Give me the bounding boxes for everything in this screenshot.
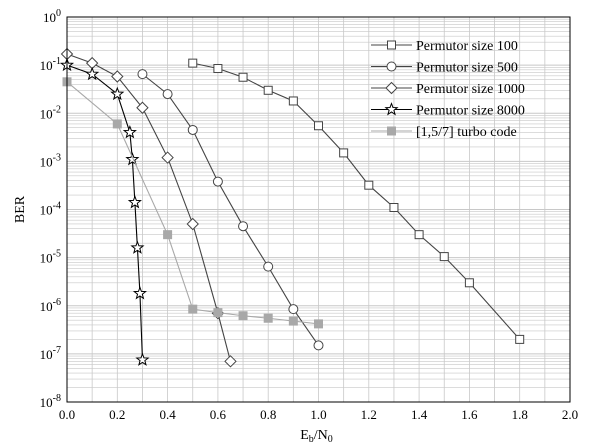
legend-label: Permutor size 100: [416, 39, 518, 54]
series-line: [66, 64, 143, 360]
series-3: [60, 47, 237, 368]
marker-circle: [386, 61, 397, 72]
marker-square: [288, 96, 298, 106]
marker-square: [263, 85, 273, 95]
legend: Permutor size 100 Permutor size 500 Permut…: [371, 39, 525, 140]
marker-diamond: [136, 101, 149, 114]
marker-filled-square: [112, 119, 122, 129]
marker-filled-square: [238, 311, 248, 321]
marker-square: [464, 278, 474, 288]
marker-diamond: [111, 70, 124, 83]
x-tick-label: 0.0: [59, 407, 75, 422]
tick-labels: 0.0 0.2 0.4 0.6 0.8 1.0 1.2 1.4 1.6 1.8 2.0 100 10-1…: [40, 8, 578, 422]
y-tick-label: 10-8: [40, 393, 61, 410]
x-tick-label: 1.6: [461, 407, 478, 422]
marker-circle: [313, 340, 324, 351]
marker-square: [314, 121, 323, 131]
marker-filled-square: [213, 308, 223, 318]
y-tick-label: 10-2: [40, 104, 61, 121]
y-tick-label: 10-7: [40, 345, 61, 362]
marker-square: [339, 148, 349, 158]
x-tick-label: 0.6: [210, 407, 227, 422]
marker-filled-square: [314, 319, 323, 329]
y-tick-label: 10-5: [40, 249, 61, 266]
marker-square: [389, 203, 399, 213]
x-axis-title: Eb/N0: [300, 428, 333, 445]
y-tick-label: 100: [43, 8, 61, 25]
x-tick-label: 1.0: [310, 407, 326, 422]
legend-label: [1,5/7] turbo code: [416, 125, 517, 140]
series-5: [62, 77, 323, 329]
marker-filled-square: [263, 313, 273, 323]
marker-star: [122, 124, 137, 139]
marker-square: [188, 58, 198, 68]
y-tick-label: 10-4: [40, 201, 61, 218]
y-axis-title: BER: [13, 195, 28, 223]
x-tick-label: 1.4: [411, 407, 428, 422]
marker-diamond: [186, 217, 199, 231]
marker-diamond: [385, 81, 398, 95]
legend-entry-1: Permutor size 100: [371, 39, 518, 54]
legend-entry-5: [1,5/7] turbo code: [371, 125, 517, 140]
marker-filled-square: [288, 316, 298, 326]
y-tick-label: 10-3: [40, 152, 61, 169]
series-layer: [59, 47, 525, 368]
series-line: [142, 73, 319, 346]
marker-circle: [187, 124, 198, 135]
marker-filled-square: [387, 126, 396, 136]
marker-square: [387, 40, 396, 50]
marker-circle: [288, 304, 299, 315]
legend-label: Permutor size 1000: [416, 82, 525, 97]
marker-square: [439, 252, 449, 262]
marker-filled-square: [188, 304, 198, 314]
marker-circle: [238, 221, 249, 232]
marker-star: [127, 195, 142, 209]
marker-diamond: [224, 355, 237, 368]
y-tick-label: 10-1: [40, 56, 61, 73]
marker-diamond: [161, 151, 174, 164]
series-4: [59, 57, 150, 366]
series-2: [137, 69, 324, 351]
y-tick-label: 10-6: [40, 297, 61, 314]
marker-star: [85, 66, 100, 81]
marker-filled-square: [163, 230, 173, 240]
marker-star: [130, 240, 145, 254]
x-tick-label: 2.0: [562, 407, 578, 422]
legend-label: Permutor size 500: [416, 61, 518, 76]
marker-star: [384, 102, 399, 116]
marker-circle: [212, 176, 223, 187]
marker-square: [364, 180, 374, 190]
marker-square: [238, 72, 248, 82]
legend-entry-4: Permutor size 8000: [371, 102, 525, 119]
marker-circle: [137, 69, 148, 80]
marker-star: [110, 86, 125, 101]
legend-entry-2: Permutor size 500: [371, 61, 518, 76]
marker-circle: [263, 261, 274, 272]
x-tick-label: 0.2: [109, 407, 125, 422]
plot-frame: [66, 16, 571, 403]
marker-star: [125, 151, 140, 166]
series-line: [66, 53, 232, 362]
legend-label: Permutor size 8000: [416, 104, 525, 119]
series-1: [188, 58, 525, 344]
marker-square: [515, 334, 525, 344]
x-tick-label: 1.8: [512, 407, 528, 422]
marker-square: [414, 230, 424, 240]
marker-star: [132, 286, 148, 300]
x-tick-label: 1.2: [361, 407, 377, 422]
marker-square: [213, 64, 223, 74]
marker-circle: [162, 89, 173, 100]
x-tick-label: 0.4: [159, 407, 176, 422]
legend-entry-3: Permutor size 1000: [371, 81, 525, 97]
x-tick-label: 0.8: [260, 407, 276, 422]
marker-star: [135, 352, 150, 366]
